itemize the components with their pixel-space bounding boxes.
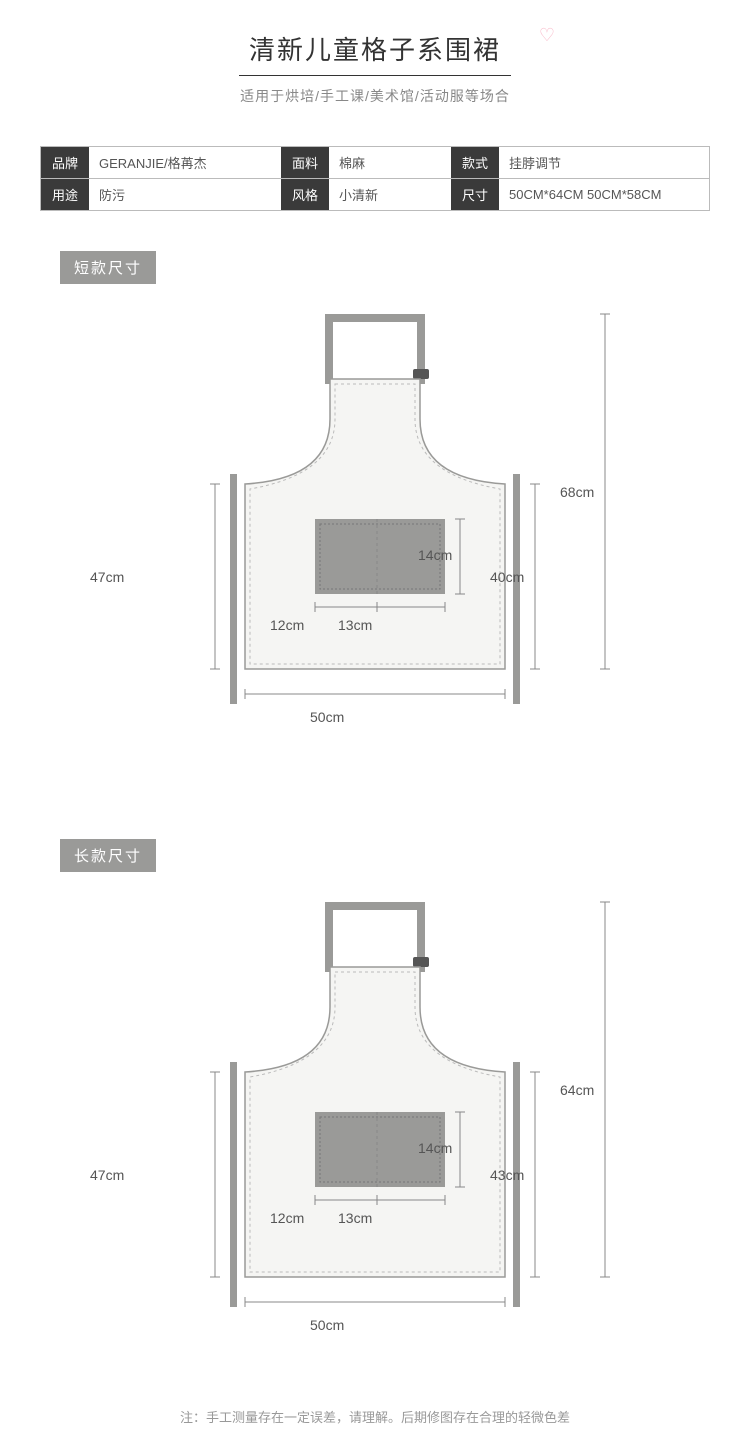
header: ♡ 清新儿童格子系围裙 适用于烘培/手工课/美术馆/活动服等场合 xyxy=(0,0,750,116)
spec-label-use: 用途 xyxy=(41,179,89,210)
dim-total-right-short: 68cm xyxy=(560,484,594,500)
spec-row: 品牌 GERANJIE/格苒杰 面料 棉麻 款式 挂脖调节 xyxy=(41,147,709,178)
short-section: 短款尺寸 xyxy=(0,211,750,779)
footnote: 注：手工测量存在一定误差，请理解。后期修图存在合理的轻微色差 xyxy=(0,1387,750,1456)
spec-table: 品牌 GERANJIE/格苒杰 面料 棉麻 款式 挂脖调节 用途 防污 风格 小… xyxy=(40,146,710,211)
spec-value-size: 50CM*64CM 50CM*58CM xyxy=(499,181,671,208)
dim-left-short: 47cm xyxy=(90,569,124,585)
spec-label-design: 风格 xyxy=(281,179,329,210)
heart-icon: ♡ xyxy=(539,25,555,46)
spec-label-brand: 品牌 xyxy=(41,147,89,178)
spec-label-size: 尺寸 xyxy=(451,179,499,210)
long-diagram: 47cm 50cm 43cm 64cm 14cm 12cm 13cm xyxy=(60,887,690,1367)
spec-row: 用途 防污 风格 小清新 尺寸 50CM*64CM 50CM*58CM xyxy=(41,178,709,210)
short-diagram: 47cm 50cm 40cm 68cm 14cm 12cm 13cm xyxy=(60,299,690,759)
page-subtitle: 适用于烘培/手工课/美术馆/活动服等场合 xyxy=(40,86,710,106)
dim-pocket-w1-short: 12cm xyxy=(270,617,304,633)
dim-pocket-w1-long: 12cm xyxy=(270,1210,304,1226)
dim-pocket-w2-short: 13cm xyxy=(338,617,372,633)
dim-bottom-short: 50cm xyxy=(310,709,344,725)
dim-pocket-w2-long: 13cm xyxy=(338,1210,372,1226)
dim-total-right-long: 64cm xyxy=(560,1082,594,1098)
dim-body-right-long: 43cm xyxy=(490,1167,524,1183)
dim-pocket-h-short: 14cm xyxy=(418,547,452,563)
long-section-label: 长款尺寸 xyxy=(60,839,156,872)
spec-value-use: 防污 xyxy=(89,179,135,210)
spec-value-material: 棉麻 xyxy=(329,147,375,178)
spec-value-design: 小清新 xyxy=(329,179,388,210)
dim-body-right-short: 40cm xyxy=(490,569,524,585)
short-section-label: 短款尺寸 xyxy=(60,251,156,284)
spec-value-style: 挂脖调节 xyxy=(499,147,571,178)
spec-label-style: 款式 xyxy=(451,147,499,178)
long-section: 长款尺寸 xyxy=(0,779,750,1387)
dim-bottom-long: 50cm xyxy=(310,1317,344,1333)
dim-left-long: 47cm xyxy=(90,1167,124,1183)
apron-svg-long xyxy=(115,887,635,1347)
page-title: 清新儿童格子系围裙 xyxy=(239,30,511,76)
apron-svg-short xyxy=(115,299,635,739)
spec-label-material: 面料 xyxy=(281,147,329,178)
spec-value-brand: GERANJIE/格苒杰 xyxy=(89,147,217,178)
dim-pocket-h-long: 14cm xyxy=(418,1140,452,1156)
